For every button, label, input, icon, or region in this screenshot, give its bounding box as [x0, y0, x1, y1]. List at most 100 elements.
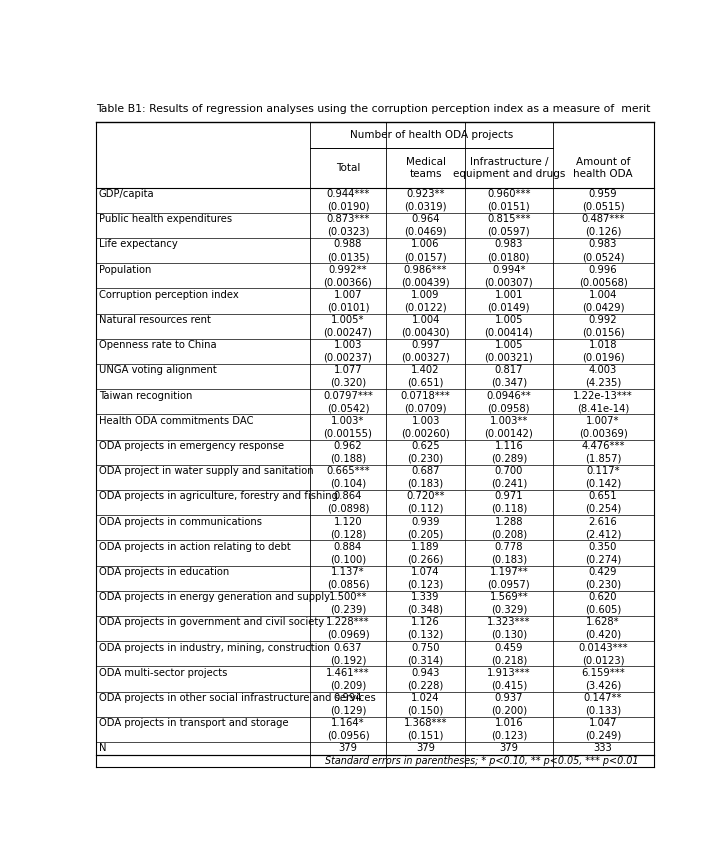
Text: 1.007*: 1.007* [586, 416, 620, 426]
Text: 0.937: 0.937 [494, 693, 523, 703]
Text: 4.476***: 4.476*** [581, 441, 625, 451]
Text: ODA projects in industry, mining, construction: ODA projects in industry, mining, constr… [99, 643, 330, 652]
Text: (0.100): (0.100) [330, 554, 366, 564]
Text: (0.112): (0.112) [408, 504, 444, 514]
Text: 1.116: 1.116 [494, 441, 523, 451]
Text: 1.569**: 1.569** [489, 593, 529, 602]
Text: (0.230): (0.230) [408, 453, 443, 464]
Text: (0.415): (0.415) [491, 680, 527, 690]
Text: (0.289): (0.289) [491, 453, 527, 464]
Text: 1.024: 1.024 [411, 693, 440, 703]
Text: Public health expenditures: Public health expenditures [99, 215, 232, 224]
Text: 1.189: 1.189 [411, 541, 440, 552]
Text: (0.0597): (0.0597) [488, 227, 530, 237]
Text: 2.616: 2.616 [589, 516, 617, 527]
Text: (0.347): (0.347) [491, 378, 527, 388]
Text: 1.402: 1.402 [411, 365, 440, 375]
Text: 0.700: 0.700 [494, 466, 523, 476]
Text: (0.348): (0.348) [408, 605, 443, 615]
Text: 1.003: 1.003 [334, 340, 363, 350]
Text: (0.0956): (0.0956) [327, 731, 369, 740]
Text: Standard errors in parentheses; * p<0.10, ** p<0.05, *** p<0.01: Standard errors in parentheses; * p<0.10… [325, 756, 638, 766]
Text: GDP/capita: GDP/capita [99, 189, 154, 199]
Text: Openness rate to China: Openness rate to China [99, 340, 216, 350]
Text: Taiwan recognition: Taiwan recognition [99, 391, 192, 400]
Text: 1.120: 1.120 [333, 516, 363, 527]
Text: 0.117*: 0.117* [586, 466, 620, 476]
Text: 1.003: 1.003 [411, 416, 440, 426]
Text: Natural resources rent: Natural resources rent [99, 315, 211, 325]
Text: 1.003**: 1.003** [490, 416, 528, 426]
Text: (0.254): (0.254) [585, 504, 621, 514]
Text: (0.228): (0.228) [408, 680, 443, 690]
Text: 1.001: 1.001 [494, 290, 523, 300]
Text: (0.651): (0.651) [408, 378, 444, 388]
Text: 1.500**: 1.500** [329, 593, 367, 602]
Text: 1.007: 1.007 [333, 290, 363, 300]
Text: (0.00247): (0.00247) [324, 328, 372, 337]
Text: (0.314): (0.314) [408, 655, 443, 665]
Text: 1.074: 1.074 [411, 567, 440, 577]
Text: Population: Population [99, 265, 151, 274]
Text: (0.274): (0.274) [585, 554, 621, 564]
Text: 1.006: 1.006 [411, 240, 440, 249]
Text: (0.605): (0.605) [585, 605, 621, 615]
Text: (0.00142): (0.00142) [484, 428, 533, 439]
Text: 0.959: 0.959 [589, 189, 617, 199]
Text: Health ODA commitments DAC: Health ODA commitments DAC [99, 416, 253, 426]
Text: 379: 379 [339, 743, 357, 753]
Text: (0.00430): (0.00430) [401, 328, 450, 337]
Text: 0.997: 0.997 [411, 340, 440, 350]
Text: 1.228***: 1.228*** [326, 618, 370, 627]
Text: (3.426): (3.426) [585, 680, 621, 690]
Text: (0.00321): (0.00321) [484, 353, 533, 362]
Text: ODA projects in communications: ODA projects in communications [99, 516, 262, 527]
Text: (0.0958): (0.0958) [488, 403, 530, 413]
Text: 0.720**: 0.720** [406, 491, 445, 502]
Text: Infrastructure /
equipment and drugs: Infrastructure / equipment and drugs [453, 157, 565, 178]
Text: (0.208): (0.208) [491, 529, 527, 539]
Text: Total: Total [336, 163, 360, 173]
Text: ODA projects in other social infrastructure and services: ODA projects in other social infrastruct… [99, 693, 376, 703]
Text: 379: 379 [499, 743, 518, 753]
Text: 0.944***: 0.944*** [326, 189, 370, 199]
Text: (0.00260): (0.00260) [401, 428, 450, 439]
Text: (0.0180): (0.0180) [488, 252, 530, 262]
Text: 0.864: 0.864 [334, 491, 363, 502]
Text: Table B1: Results of regression analyses using the corruption perception index a: Table B1: Results of regression analyses… [96, 105, 650, 114]
Text: Corruption perception index: Corruption perception index [99, 290, 239, 300]
Text: (0.239): (0.239) [330, 605, 366, 615]
Text: (0.183): (0.183) [408, 478, 443, 489]
Text: 0.992: 0.992 [589, 315, 617, 325]
Text: ODA projects in education: ODA projects in education [99, 567, 229, 577]
Text: ODA projects in government and civil society: ODA projects in government and civil soc… [99, 618, 324, 627]
Text: (0.126): (0.126) [585, 227, 621, 237]
Text: 1.323***: 1.323*** [487, 618, 531, 627]
Text: 1.004: 1.004 [411, 315, 440, 325]
Text: Medical
teams: Medical teams [405, 157, 446, 178]
Text: (0.0469): (0.0469) [404, 227, 447, 237]
Text: Life expectancy: Life expectancy [99, 240, 178, 249]
Text: (2.412): (2.412) [585, 529, 621, 539]
Text: (0.0149): (0.0149) [488, 303, 530, 312]
Text: 4.003: 4.003 [589, 365, 617, 375]
Text: (0.0709): (0.0709) [404, 403, 447, 413]
Text: (0.329): (0.329) [491, 605, 527, 615]
Text: 0.983: 0.983 [494, 240, 523, 249]
Text: (0.192): (0.192) [330, 655, 366, 665]
Text: 0.943: 0.943 [411, 668, 440, 677]
Text: 0.750: 0.750 [411, 643, 440, 652]
Text: 0.923**: 0.923** [406, 189, 445, 199]
Text: (0.142): (0.142) [585, 478, 621, 489]
Text: 6.159***: 6.159*** [581, 668, 625, 677]
Text: (0.241): (0.241) [491, 478, 527, 489]
Text: (0.00568): (0.00568) [579, 277, 628, 287]
Text: Amount of
health ODA: Amount of health ODA [573, 157, 633, 178]
Text: 1.628*: 1.628* [586, 618, 620, 627]
Text: (0.00414): (0.00414) [484, 328, 533, 337]
Text: (0.420): (0.420) [585, 630, 621, 640]
Text: UNGA voting alignment: UNGA voting alignment [99, 365, 217, 375]
Text: (0.00439): (0.00439) [401, 277, 450, 287]
Text: 0.637: 0.637 [333, 643, 363, 652]
Text: (0.188): (0.188) [330, 453, 366, 464]
